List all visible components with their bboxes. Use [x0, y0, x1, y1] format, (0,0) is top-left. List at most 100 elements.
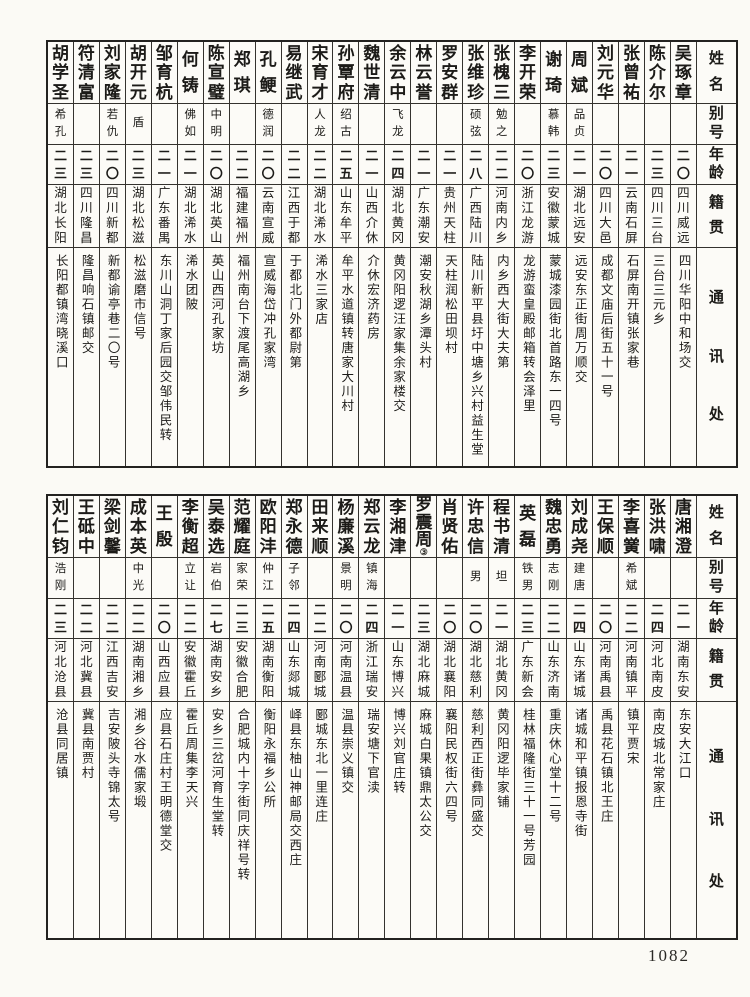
entry-age: 二一 [676, 602, 690, 635]
entry-native-place: 河南内乡 [495, 186, 508, 246]
entry-native-place: 湖北远安 [573, 186, 586, 246]
entry-age-cell: 二二 [281, 144, 307, 184]
entry-name-cell: 张曾祐 [619, 42, 644, 103]
entry-name-cell: 郑永德 [282, 496, 307, 557]
entry-address: 襄阳民权街六四号 [443, 708, 458, 824]
entry-alias-cell [618, 103, 644, 144]
entry-name-cell: 陈介尔 [645, 42, 670, 103]
entry-address-cell: 福州南台下渡尾高湖乡 [229, 247, 255, 466]
entry-name: 唐湘澄 [674, 497, 692, 556]
entry-native-place-cell: 湖南安乡 [203, 638, 229, 701]
entry-column: 李衡超 立让 二二 安徽霍丘 霍丘周集李天兴 [176, 496, 203, 938]
entry-age: 二三 [521, 602, 535, 635]
entry-name-cell: 吴泰选 [204, 496, 229, 557]
entry-age-cell: 二三 [229, 598, 255, 638]
entry-native-place-cell: 广东潮安 [411, 184, 437, 247]
entry-name: 许忠信 [467, 497, 485, 556]
entry-column: 李湘津 二一 山东博兴 博兴刘官庄转 [384, 496, 411, 938]
entry-name: 陈宣璧 [207, 43, 225, 102]
entry-column: 范耀庭 家荣 二三 安徽合肥 合肥城内十字街同庆祥号转 [228, 496, 255, 938]
entry-address-cell: 衡阳永福乡公所 [255, 701, 281, 938]
entry-address: 英山西河孔家坊 [209, 254, 224, 356]
entry-address: 冀县南贾村 [79, 708, 94, 781]
entry-native-place-cell: 安徽霍丘 [177, 638, 203, 701]
entry-native-place-cell: 云南石屏 [618, 184, 644, 247]
table-header-column: 姓名 别号 年龄 籍贯 通讯处 [695, 42, 736, 466]
entry-native-place-cell: 河南郾城 [307, 638, 333, 701]
entry-column: 符清富 二三 四川隆昌 隆昌响石镇邮交 [72, 42, 99, 466]
entry-age-cell: 二一 [151, 144, 177, 184]
entry-age-cell: 二〇 [463, 598, 489, 638]
entry-column: 邹育杭 二一 广东番禺 东川山洞丁家后园交邹伟民转 [150, 42, 177, 466]
entry-age: 二二 [313, 148, 327, 181]
entry-name-cell: 张槐三 [489, 42, 514, 103]
entry-address-cell: 于都北门外都尉第 [281, 247, 307, 466]
entry-alias-cell: 飞龙 [385, 103, 411, 144]
entry-native-place: 安徽蒙城 [547, 186, 560, 246]
entry-native-place-cell: 湖北英山 [203, 184, 229, 247]
entry-age: 二一 [183, 148, 197, 181]
entry-name: 罗安群 [441, 43, 459, 102]
entry-name: 李喜黉 [622, 497, 640, 556]
entry-name-cell: 吴琢章 [671, 42, 696, 103]
column-header-age: 年龄 [708, 601, 724, 635]
entry-address-cell: 温县崇义镇交 [333, 701, 359, 938]
entry-column: 何铸 佛如 二一 湖北浠水 浠水团陂 [176, 42, 203, 466]
entry-age: 二二 [287, 148, 301, 181]
entry-age: 二四 [573, 602, 587, 635]
entry-name-cell: 肖贤佑 [437, 496, 462, 557]
entry-age-cell: 二二 [73, 598, 99, 638]
entry-alias-cell: 浩刚 [48, 557, 73, 598]
entry-address-cell: 长阳都镇湾晓溪口 [48, 247, 73, 466]
entry-native-place: 贵州天柱 [443, 186, 457, 246]
entry-column: 王殷 二〇 山西应县 应县石庄村王明德堂交 [150, 496, 177, 938]
entry-age: 二一 [495, 602, 509, 635]
entry-age-cell: 二二 [541, 598, 567, 638]
entry-name-cell: 王砥中 [74, 496, 99, 557]
entry-age: 二二 [79, 602, 93, 635]
entry-alias-cell: 铁男 [515, 557, 541, 598]
entry-name-cell: 邹育杭 [152, 42, 177, 103]
entry-name-cell: 宋育才 [308, 42, 333, 103]
entry-age: 二〇 [598, 148, 612, 181]
entry-column: 魏忠勇 志刚 二二 山东济南 重庆休心堂十二号 [540, 496, 567, 938]
entry-age-cell: 二一 [670, 598, 696, 638]
entry-address: 郾城东北一里连庄 [313, 708, 328, 824]
entry-alias-cell [437, 103, 463, 144]
entry-address-cell: 黄冈阳逻毕家铺 [489, 701, 515, 938]
entry-native-place-cell: 湖北慈利 [463, 638, 489, 701]
entry-alias: 景明 [340, 562, 352, 592]
entry-column: 刘家隆 若仇 二〇 四川新都 新都谕亭巷二〇号 [98, 42, 125, 466]
entry-name-cell: 孙覃府 [333, 42, 358, 103]
entry-age-cell: 二五 [333, 144, 359, 184]
entry-column: 余云中 飞龙 二四 湖北黄冈 黄冈阳逻汪家集余家楼交 [384, 42, 411, 466]
entry-name: 王保顺 [596, 497, 614, 556]
entry-address: 浠水三家店 [313, 254, 328, 327]
entry-alias [282, 104, 307, 144]
entry-column: 杨廉溪 景明 二〇 河南温县 温县崇义镇交 [332, 496, 359, 938]
entry-age: 二二 [105, 602, 119, 635]
entry-address: 宣威海岱冲孔家湾 [261, 254, 276, 370]
entry-column: 陈介尔 二三 四川三台 三台三元乡 [643, 42, 670, 466]
entry-address: 牟平水道镇转唐家大川村 [339, 254, 354, 414]
entry-age-cell: 二三 [644, 144, 670, 184]
entry-alias-cell: 佛如 [177, 103, 203, 144]
entry-age-cell: 二五 [255, 598, 281, 638]
entry-name: 孔鲠 [259, 50, 277, 95]
entry-name-cell: 李衡超 [178, 496, 203, 557]
entry-address: 新都谕亭巷二〇号 [105, 254, 120, 370]
entry-alias: 盾 [132, 117, 145, 130]
entry-native-place: 四川大邑 [599, 186, 612, 246]
entry-alias-cell: 人龙 [307, 103, 333, 144]
entry-native-place: 云南石屏 [625, 186, 638, 246]
entry-native-place-cell: 湖北浠水 [177, 184, 203, 247]
entry-address: 湘乡谷水儒家塅 [131, 708, 146, 810]
entry-name: 刘家隆 [103, 43, 121, 102]
entry-native-place: 湖南安乡 [209, 640, 223, 700]
entry-name-cell: 英磊 [515, 496, 540, 557]
entry-native-place-cell: 河北南皮 [644, 638, 670, 701]
entry-address-cell: 博兴刘官庄转 [385, 701, 411, 938]
entry-native-place: 浙江瑞安 [365, 640, 379, 700]
entry-native-place-cell: 山西应县 [151, 638, 177, 701]
entry-address-cell: 介休宏济药房 [359, 247, 385, 466]
